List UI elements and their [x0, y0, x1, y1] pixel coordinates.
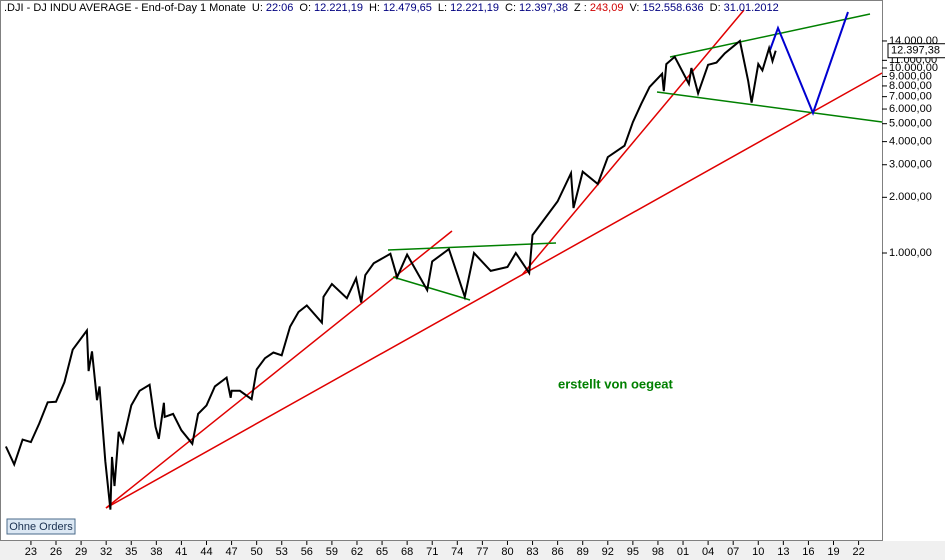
- info-label: C:: [505, 2, 516, 14]
- trend-line: [669, 13, 871, 58]
- projection-line: [769, 11, 849, 116]
- y-tick-label: 7.000,00: [889, 91, 932, 103]
- y-tick-label: 8.000,00: [889, 80, 932, 92]
- x-tick-label: 68: [401, 546, 413, 558]
- trend-line: [392, 276, 471, 301]
- info-label: H:: [369, 2, 380, 14]
- x-tick-label: 07: [727, 546, 739, 558]
- info-value: 12.397,38: [519, 2, 568, 14]
- x-tick-label: 38: [150, 546, 162, 558]
- y-tick-label: 1.000,00: [889, 247, 932, 259]
- x-tick-label: 44: [200, 546, 212, 558]
- info-label: L:: [438, 2, 447, 14]
- info-label: O:: [299, 2, 311, 14]
- info-value: 31.01.2012: [724, 2, 779, 14]
- plot-frame: [0, 0, 883, 541]
- x-tick-label: 83: [526, 546, 538, 558]
- x-tick-label: 59: [326, 546, 338, 558]
- x-tick-label: 19: [827, 546, 839, 558]
- x-tick-label: 47: [225, 546, 237, 558]
- y-tick-label: 11.000,00: [889, 54, 937, 66]
- x-tick-label: 95: [627, 546, 639, 558]
- x-tick-label: 50: [251, 546, 263, 558]
- x-tick-label: 77: [476, 546, 488, 558]
- info-label: V:: [629, 2, 639, 14]
- button-label[interactable]: Ohne Orders: [9, 521, 73, 533]
- x-tick-label: 89: [577, 546, 589, 558]
- x-tick-label: 74: [451, 546, 463, 558]
- x-tick-label: 62: [351, 546, 363, 558]
- x-tick-label: 16: [802, 546, 814, 558]
- x-tick-label: 04: [702, 546, 714, 558]
- x-tick-label: 26: [50, 546, 62, 558]
- x-tick-label: 10: [752, 546, 764, 558]
- info-value: 243,09: [590, 2, 624, 14]
- header: .DJI - DJ INDU AVERAGE - End-of-Day 1 Mo…: [4, 2, 779, 14]
- y-tick-label: 2.000,00: [889, 191, 932, 203]
- info-value: 22:06: [266, 2, 294, 14]
- info-value: 152.558.636: [642, 2, 703, 14]
- info-label: Z :: [574, 2, 587, 14]
- y-tick-label: 3.000,00: [889, 159, 932, 171]
- x-tick-label: 65: [376, 546, 388, 558]
- x-tick-label: 13: [777, 546, 789, 558]
- x-tick-label: 32: [100, 546, 112, 558]
- price-line: [4, 39, 777, 510]
- trend-line: [105, 72, 883, 509]
- x-tick-label: 23: [25, 546, 37, 558]
- x-tick-label: 71: [426, 546, 438, 558]
- info-label: D:: [710, 2, 721, 14]
- x-tick-label: 92: [602, 546, 614, 558]
- y-tick-label: 6.000,00: [889, 103, 932, 115]
- x-tick-label: 53: [276, 546, 288, 558]
- info-value: 12.221,19: [450, 2, 499, 14]
- x-tick-label: 80: [501, 546, 513, 558]
- header-title: .DJI - DJ INDU AVERAGE - End-of-Day 1 Mo…: [4, 2, 246, 14]
- trend-lines: [105, 9, 883, 509]
- button[interactable]: [6, 518, 76, 535]
- last-price-box: [887, 43, 945, 59]
- x-tick-label: 56: [301, 546, 313, 558]
- annotation: erstellt von oegeat: [558, 376, 674, 391]
- last-price-label: 12.397,38: [891, 45, 940, 57]
- info-label: U:: [252, 2, 263, 14]
- info-value: 12.221,19: [314, 2, 363, 14]
- y-tick-label: 9.000,00: [889, 70, 932, 82]
- x-tick-label: 22: [852, 546, 864, 558]
- x-tick-label: 41: [175, 546, 187, 558]
- x-tick-label: 01: [677, 546, 689, 558]
- x-axis-band: [0, 541, 945, 560]
- y-tick-label: 4.000,00: [889, 136, 932, 148]
- x-tick-label: 98: [652, 546, 664, 558]
- trend-line: [521, 9, 745, 276]
- x-tick-label: 86: [551, 546, 563, 558]
- info-value: 12.479,65: [383, 2, 432, 14]
- trend-line: [656, 91, 883, 123]
- x-tick-label: 35: [125, 546, 137, 558]
- trend-line: [387, 242, 557, 251]
- y-tick-label: 10.000,00: [889, 62, 938, 74]
- x-tick-label: 29: [75, 546, 87, 558]
- y-tick-label: 5.000,00: [889, 118, 932, 130]
